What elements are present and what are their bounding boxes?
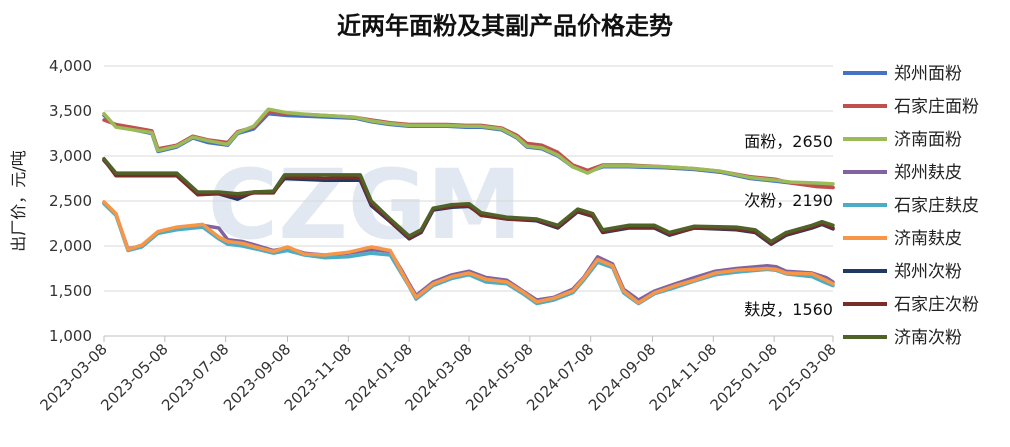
series-line <box>102 107 835 186</box>
legend-label: 石家庄麸皮 <box>894 196 979 216</box>
legend-label: 郑州面粉 <box>894 64 962 84</box>
legend-label: 郑州次粉 <box>894 262 962 282</box>
legend-label: 济南次粉 <box>894 328 962 348</box>
annotation-label: 次粉，2190 <box>744 191 833 210</box>
y-tick-label: 1,000 <box>49 327 92 345</box>
legend-label: 石家庄面粉 <box>894 97 979 117</box>
gridlines <box>104 65 833 337</box>
y-tick-label: 1,500 <box>49 282 92 300</box>
y-tick-label: 3,500 <box>49 102 92 120</box>
chart-title: 近两年面粉及其副产品价格走势 <box>337 11 673 40</box>
x-axis-ticks: 2023-03-082023-05-082023-07-082023-09-08… <box>36 335 840 414</box>
legend-label: 济南麸皮 <box>894 229 962 249</box>
legend-label: 石家庄次粉 <box>894 295 979 315</box>
series-lines <box>102 107 835 306</box>
y-tick-label: 2,500 <box>49 192 92 210</box>
annotations: 面粉，2650 次粉，2190 麸皮，1560 <box>744 132 833 319</box>
legend-label: 郑州麸皮 <box>894 163 962 183</box>
y-tick-label: 4,000 <box>49 57 92 75</box>
legend-label: 济南面粉 <box>894 130 962 150</box>
series-line <box>102 201 835 302</box>
annotation-label: 面粉，2650 <box>744 132 833 151</box>
y-tick-label: 2,000 <box>49 237 92 255</box>
y-tick-label: 3,000 <box>49 147 92 165</box>
annotation-label: 麸皮，1560 <box>744 300 833 319</box>
series-line <box>102 200 835 305</box>
y-axis-label: 出厂价，元/吨 <box>9 150 28 251</box>
y-axis-ticks: 1,000 1,500 2,000 2,500 3,000 3,500 4,000 <box>49 57 92 345</box>
series-line <box>102 156 835 244</box>
